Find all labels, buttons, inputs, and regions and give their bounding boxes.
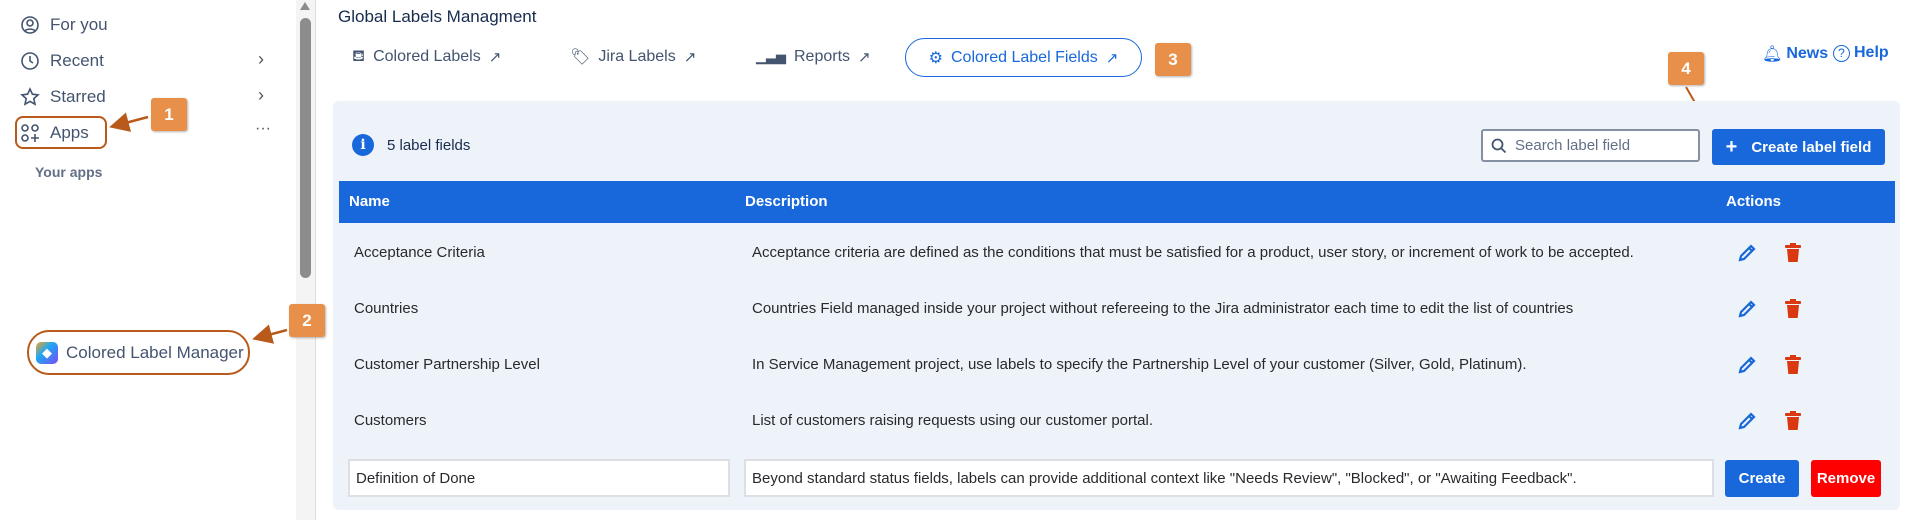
sidebar-item-for-you[interactable]: For you: [20, 12, 108, 38]
row-name: Customer Partnership Level: [354, 356, 540, 373]
pencil-icon[interactable]: [1736, 354, 1758, 376]
sidebar-item-label: Starred: [50, 87, 106, 106]
trash-icon[interactable]: [1782, 410, 1804, 432]
gear-icon: ⚙: [928, 49, 943, 67]
clock-icon: [21, 52, 39, 70]
trash-icon[interactable]: [1782, 298, 1804, 320]
external-link-icon: ↗: [1105, 49, 1119, 67]
external-link-icon: ↗: [683, 49, 697, 66]
annotation-highlight: [15, 116, 107, 149]
trash-icon[interactable]: [1782, 354, 1804, 376]
label-fields-panel: [333, 101, 1900, 510]
button-label: Create label field: [1751, 138, 1872, 156]
app-label: Colored Label Manager: [66, 342, 244, 362]
chevron-right-icon[interactable]: ›: [258, 49, 264, 69]
remove-button[interactable]: Remove: [1811, 460, 1881, 497]
pencil-icon[interactable]: [1736, 410, 1758, 432]
sidebar-item-starred[interactable]: Starred: [20, 84, 106, 110]
bar-chart-icon: ▁▃▅: [756, 49, 786, 64]
pencil-icon[interactable]: [1736, 242, 1758, 264]
tab-label: Colored Labels: [373, 48, 481, 65]
external-link-icon: ↗: [488, 49, 502, 66]
news-link[interactable]: 🔔︎ News: [1762, 44, 1828, 64]
sidebar-item-recent[interactable]: Recent: [20, 48, 104, 74]
sidebar: [0, 0, 296, 520]
tab-reports[interactable]: ▁▃▅ Reports ↗: [756, 44, 871, 70]
person-circle-icon: [21, 16, 39, 34]
new-description-input[interactable]: [744, 459, 1714, 497]
sidebar-item-label: Recent: [50, 51, 104, 70]
table-row: Countries Countries Field managed inside…: [339, 281, 1895, 337]
create-button[interactable]: Create: [1725, 460, 1799, 497]
tag-app-icon: ◆: [36, 341, 58, 364]
table-header: Name Description Actions: [339, 181, 1895, 223]
star-icon: [20, 87, 40, 106]
pencil-icon[interactable]: [1736, 298, 1758, 320]
sidebar-app-colored-label-manager[interactable]: ◆ Colored Label Manager: [27, 330, 250, 375]
paint-bucket-icon: ⛾: [352, 48, 366, 65]
external-link-icon: ↗: [858, 49, 871, 66]
help-link[interactable]: ? Help: [1833, 44, 1889, 62]
row-description: Countries Field managed inside your proj…: [752, 300, 1574, 317]
scroll-up-arrow[interactable]: [300, 2, 310, 10]
chevron-right-icon[interactable]: ›: [258, 85, 264, 105]
tab-label: Reports: [794, 48, 851, 65]
label-field-count: 5 label fields: [387, 137, 471, 154]
row-name: Countries: [354, 300, 419, 317]
row-description: Acceptance criteria are defined as the c…: [752, 244, 1634, 261]
section-label: Your apps: [35, 164, 103, 180]
help-circle-icon: ?: [1833, 44, 1850, 62]
table-row: Customer Partnership Level In Service Ma…: [339, 337, 1895, 393]
tab-jira-labels[interactable]: 🏷︎ Jira Labels ↗: [570, 44, 696, 70]
apps-icon: [21, 124, 39, 142]
table-row: Acceptance Criteria Acceptance criteria …: [339, 225, 1895, 281]
search-input[interactable]: [1515, 137, 1685, 154]
plus-icon: +: [1725, 135, 1738, 158]
annotation-badge-3: 3: [1155, 43, 1191, 76]
tab-label: Jira Labels: [598, 48, 676, 65]
more-icon[interactable]: ···: [255, 120, 271, 137]
help-label: Help: [1854, 44, 1889, 61]
sidebar-scrollbar[interactable]: [300, 18, 311, 278]
create-label-field-button[interactable]: + Create label field: [1712, 129, 1885, 165]
sidebar-item-label: Apps: [50, 123, 89, 142]
page-title: Global Labels Managment: [338, 7, 537, 26]
tab-colored-labels[interactable]: ⛾ Colored Labels ↗: [352, 44, 501, 70]
column-header-actions: Actions: [1726, 193, 1782, 210]
row-description: List of customers raising requests using…: [752, 412, 1154, 429]
news-label: News: [1786, 45, 1829, 62]
tab-colored-label-fields[interactable]: ⚙ Colored Label Fields ↗: [905, 38, 1142, 77]
info-icon: i: [352, 134, 374, 156]
row-name: Acceptance Criteria: [354, 244, 485, 261]
trash-icon[interactable]: [1782, 242, 1804, 264]
row-name: Customers: [354, 412, 427, 429]
new-name-input[interactable]: [348, 459, 730, 497]
annotation-badge-2: 2: [289, 304, 325, 337]
sidebar-divider: [315, 0, 316, 520]
sidebar-item-apps[interactable]: Apps: [20, 120, 89, 146]
sidebar-item-label: For you: [50, 15, 108, 34]
tab-label: Colored Label Fields: [951, 48, 1098, 66]
annotation-badge-1: 1: [151, 98, 187, 131]
column-header-description[interactable]: Description: [745, 193, 828, 210]
column-header-name[interactable]: Name: [349, 193, 390, 210]
search-icon: [1491, 138, 1507, 153]
row-description: In Service Management project, use label…: [752, 356, 1527, 373]
annotation-badge-4: 4: [1668, 52, 1704, 85]
bell-icon: 🔔︎: [1762, 46, 1783, 63]
tag-icon: 🏷︎: [570, 49, 591, 66]
table-row: Customers List of customers raising requ…: [339, 393, 1895, 449]
search-field[interactable]: [1481, 129, 1700, 162]
